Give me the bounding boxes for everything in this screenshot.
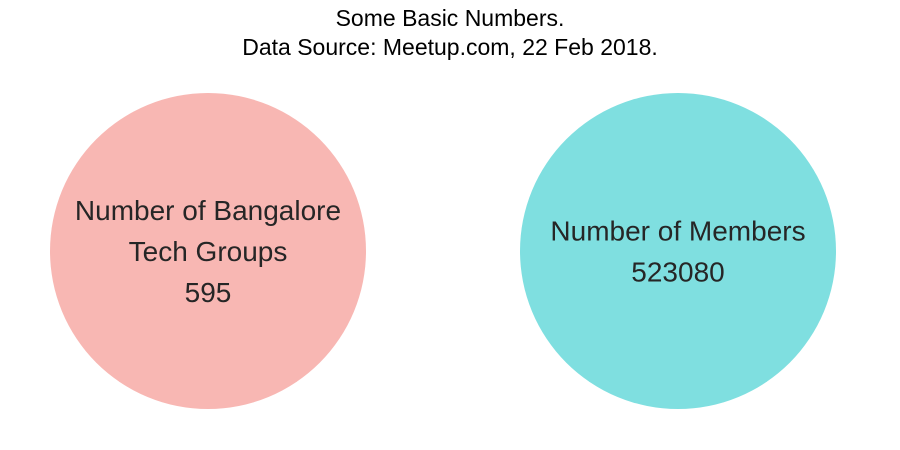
bubble-1	[50, 93, 366, 409]
bubble-2-value: 523080	[631, 257, 724, 288]
chart-subtitle: Data Source: Meetup.com, 22 Feb 2018.	[242, 34, 658, 60]
chart-title: Some Basic Numbers.	[335, 5, 565, 31]
bubble-1-label-line-1: Number of Bangalore	[75, 195, 341, 226]
bubble-2-label-line-1: Number of Members	[550, 216, 805, 247]
chart-title-block: Some Basic Numbers. Data Source: Meetup.…	[0, 4, 900, 62]
bubble-2	[520, 93, 836, 409]
bubble-1-label-line-2: Tech Groups	[129, 236, 288, 267]
bubble-1-value: 595	[185, 277, 232, 308]
